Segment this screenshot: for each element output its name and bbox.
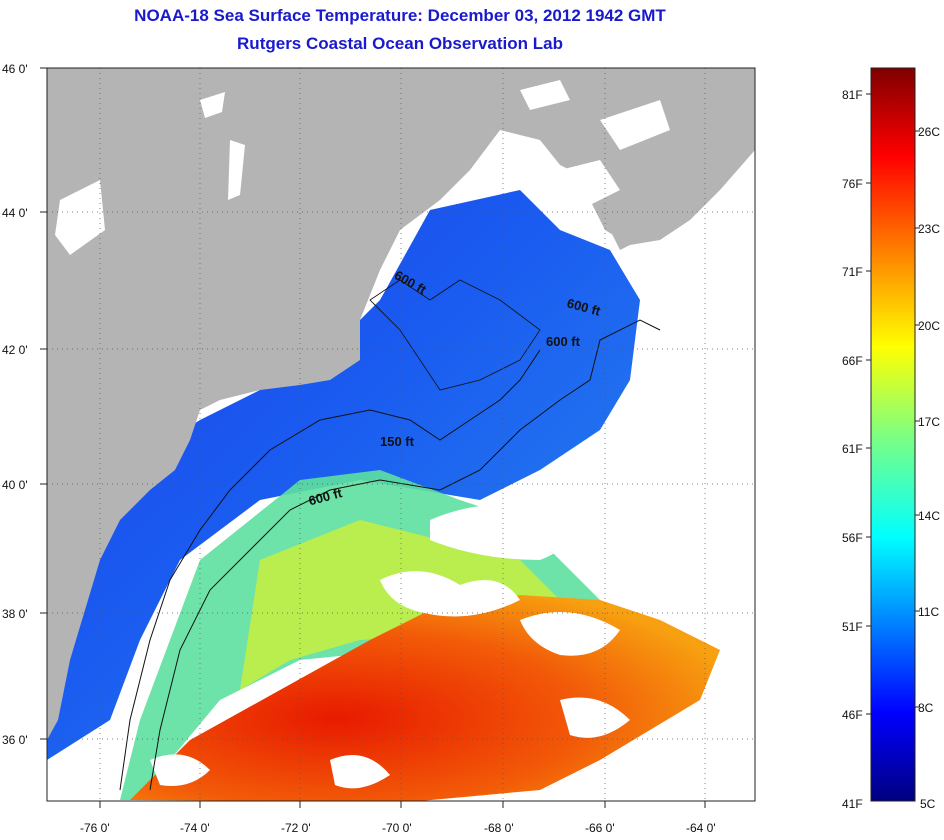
contour-600ft [149,319,661,791]
cb-f-76: 76F [842,177,863,191]
cb-f-66: 66F [842,354,863,368]
contour-gulf-of-maine [369,279,541,391]
cb-f-41: 41F [842,797,863,811]
land-nova-scotia [590,110,755,245]
cb-f-46: 46F [842,708,863,722]
cb-c-11: 11C [918,605,939,619]
land-north-america [47,68,755,740]
cb-f-71: 71F [842,265,863,279]
colorbar-ticks [866,93,920,715]
cb-c-14: 14C [918,509,940,523]
cloud-cover [150,492,730,789]
contour-150ft [119,349,541,791]
cb-f-61: 61F [842,442,863,456]
lon-label-76: -76 0' [80,821,110,835]
lat-label-44: 44 0' [2,206,28,220]
lat-label-40: 40 0' [2,478,28,492]
gridlines [47,68,755,801]
cb-c-20: 20C [918,319,940,333]
cb-c-23: 23C [918,222,940,236]
cb-c-26: 26C [918,125,940,139]
mid-water [240,520,560,690]
cb-c-17: 17C [918,415,940,429]
lon-label-74: -74 0' [180,821,210,835]
axis-ticks [40,67,706,808]
lat-label-38: 38 0' [2,607,28,621]
cb-c-5: 5C [920,797,936,811]
contour-label-4: 150 ft [380,434,415,449]
contour-label-3: 600 ft [546,334,581,349]
cb-c-8: 8C [918,701,934,715]
cb-f-51: 51F [842,620,863,634]
lat-label-36: 36 0' [2,733,28,747]
lon-label-66: -66 0' [585,821,615,835]
cb-f-81: 81F [842,88,863,102]
map-subtitle: Rutgers Coastal Ocean Observation Lab [237,34,563,53]
map-title: NOAA-18 Sea Surface Temperature: Decembe… [134,6,666,25]
cb-f-56: 56F [842,531,863,545]
cloud-over-land [55,80,670,255]
lon-label-68: -68 0' [484,821,514,835]
temperature-colorbar [870,67,916,802]
lat-label-46: 46 0' [2,62,28,76]
lon-label-64: -64 0' [686,821,716,835]
lon-label-70: -70 0' [382,821,412,835]
lat-label-42: 42 0' [2,343,28,357]
lon-label-72: -72 0' [281,821,311,835]
